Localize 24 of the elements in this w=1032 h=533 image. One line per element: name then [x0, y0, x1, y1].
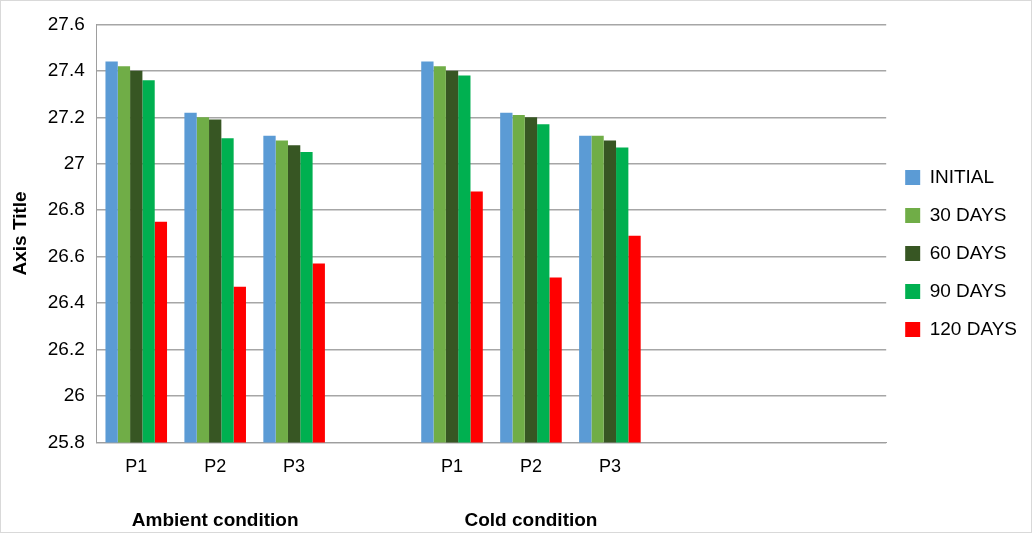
legend-label: 120 DAYS: [929, 317, 1017, 339]
y-axis-title: Axis Title: [8, 191, 30, 276]
text: Ambient condition: [131, 508, 299, 530]
x-tick-label: P3: [283, 456, 306, 477]
text: Cold condition: [464, 508, 598, 530]
y-tick-label: 25.8: [47, 430, 85, 452]
y-tick-label: 26.6: [47, 244, 85, 266]
x-tick-label: P1: [441, 456, 464, 477]
x-tick-label: P1: [125, 456, 148, 477]
y-tick-label: 26: [63, 384, 85, 406]
y-tick-label: 26.4: [47, 291, 86, 313]
legend-label: INITIAL: [929, 165, 995, 187]
y-tick-label: 27.2: [47, 105, 85, 127]
legend-label: 30 DAYS: [929, 203, 1007, 225]
y-tick-label: 26.2: [47, 337, 85, 359]
y-tick-label: 26.8: [47, 198, 85, 220]
x-tick-label: P2: [519, 456, 542, 477]
y-tick-label: 27: [63, 151, 85, 173]
legend-label: 60 DAYS: [929, 241, 1007, 263]
y-tick-label: 27.6: [47, 12, 85, 34]
legend-label: 90 DAYS: [929, 279, 1007, 301]
x-tick-label: P2: [204, 456, 227, 477]
y-tick-label: 27.4: [47, 59, 86, 81]
x-tick-label: P3: [598, 456, 621, 477]
